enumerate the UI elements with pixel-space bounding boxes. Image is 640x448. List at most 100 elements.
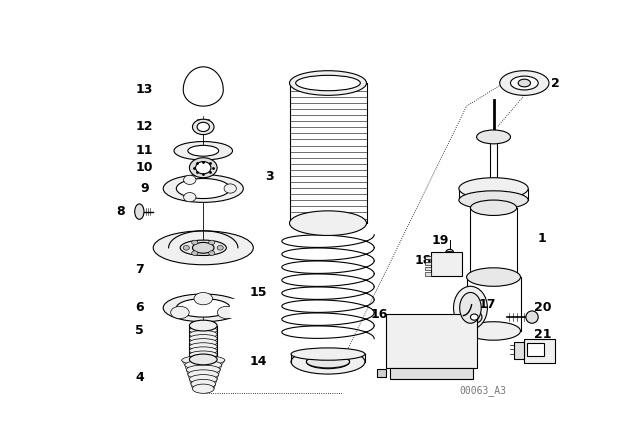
Ellipse shape: [454, 286, 488, 329]
Ellipse shape: [189, 326, 217, 334]
Text: 8: 8: [116, 205, 125, 218]
Ellipse shape: [289, 211, 367, 236]
Ellipse shape: [209, 251, 215, 255]
Ellipse shape: [163, 175, 243, 202]
Ellipse shape: [176, 178, 230, 198]
Ellipse shape: [191, 379, 216, 388]
Ellipse shape: [526, 311, 538, 323]
Bar: [390, 368, 473, 379]
Ellipse shape: [197, 122, 209, 132]
Ellipse shape: [189, 375, 217, 384]
Bar: [425, 272, 431, 276]
Text: 1: 1: [538, 232, 546, 245]
Bar: [425, 256, 431, 259]
Ellipse shape: [460, 293, 481, 323]
Ellipse shape: [189, 354, 217, 365]
Polygon shape: [183, 67, 223, 106]
Ellipse shape: [189, 158, 217, 178]
Ellipse shape: [500, 71, 549, 95]
Ellipse shape: [188, 370, 219, 379]
Ellipse shape: [467, 311, 482, 323]
Ellipse shape: [185, 360, 221, 370]
Ellipse shape: [183, 246, 189, 250]
Text: 15: 15: [250, 286, 267, 299]
Text: 4: 4: [136, 370, 144, 383]
Ellipse shape: [459, 191, 528, 209]
Ellipse shape: [307, 356, 349, 368]
Ellipse shape: [192, 240, 198, 245]
Ellipse shape: [511, 76, 538, 90]
Text: 7: 7: [136, 263, 144, 276]
Bar: [376, 370, 386, 377]
Ellipse shape: [193, 384, 214, 393]
Ellipse shape: [182, 356, 225, 365]
Text: 20: 20: [534, 302, 551, 314]
Ellipse shape: [189, 343, 217, 350]
Ellipse shape: [289, 71, 367, 95]
Ellipse shape: [194, 293, 212, 305]
Bar: [425, 267, 431, 270]
Bar: [513, 342, 524, 359]
Text: 3: 3: [265, 170, 273, 184]
Ellipse shape: [192, 251, 198, 255]
Text: 12: 12: [136, 121, 153, 134]
Ellipse shape: [153, 231, 253, 265]
Bar: [431, 252, 462, 276]
Text: 18: 18: [414, 254, 431, 267]
Text: 14: 14: [250, 355, 267, 368]
Bar: [524, 339, 555, 363]
Text: 6: 6: [136, 302, 144, 314]
Ellipse shape: [193, 242, 214, 253]
Ellipse shape: [218, 306, 236, 319]
Ellipse shape: [467, 268, 520, 286]
Ellipse shape: [189, 347, 217, 354]
Ellipse shape: [291, 349, 365, 374]
Bar: [425, 262, 431, 265]
Ellipse shape: [176, 299, 230, 317]
Bar: [230, 299, 246, 317]
Text: 00063_A3: 00063_A3: [459, 386, 506, 396]
Text: 17: 17: [478, 297, 495, 310]
Ellipse shape: [209, 240, 215, 245]
Text: 9: 9: [140, 182, 148, 195]
Ellipse shape: [193, 119, 214, 134]
Ellipse shape: [135, 204, 144, 220]
Ellipse shape: [189, 331, 217, 338]
Ellipse shape: [307, 355, 349, 369]
Ellipse shape: [180, 240, 227, 255]
Ellipse shape: [291, 348, 365, 360]
Ellipse shape: [296, 75, 360, 90]
Ellipse shape: [189, 335, 217, 342]
Ellipse shape: [171, 306, 189, 319]
Ellipse shape: [477, 130, 511, 144]
Text: 11: 11: [136, 144, 153, 157]
Bar: [386, 314, 477, 368]
Ellipse shape: [186, 365, 220, 375]
Text: 5: 5: [136, 324, 144, 337]
Ellipse shape: [196, 162, 211, 174]
Ellipse shape: [189, 339, 217, 346]
Ellipse shape: [459, 178, 528, 199]
Ellipse shape: [163, 294, 243, 322]
Text: 13: 13: [136, 83, 153, 96]
Ellipse shape: [184, 175, 196, 185]
Text: 21: 21: [534, 328, 552, 341]
Ellipse shape: [518, 79, 531, 87]
Ellipse shape: [189, 351, 217, 359]
Text: 10: 10: [136, 161, 153, 174]
Ellipse shape: [217, 246, 223, 250]
Bar: [527, 343, 545, 356]
Ellipse shape: [189, 320, 217, 331]
Ellipse shape: [470, 314, 478, 320]
Ellipse shape: [470, 200, 516, 215]
Ellipse shape: [188, 146, 219, 156]
Ellipse shape: [184, 193, 196, 202]
Ellipse shape: [224, 184, 236, 193]
Ellipse shape: [444, 252, 455, 256]
Text: 2: 2: [551, 77, 560, 90]
Text: 16: 16: [371, 307, 388, 320]
Ellipse shape: [467, 322, 520, 340]
Ellipse shape: [446, 250, 454, 255]
Text: 19: 19: [432, 233, 449, 246]
Ellipse shape: [174, 142, 232, 160]
